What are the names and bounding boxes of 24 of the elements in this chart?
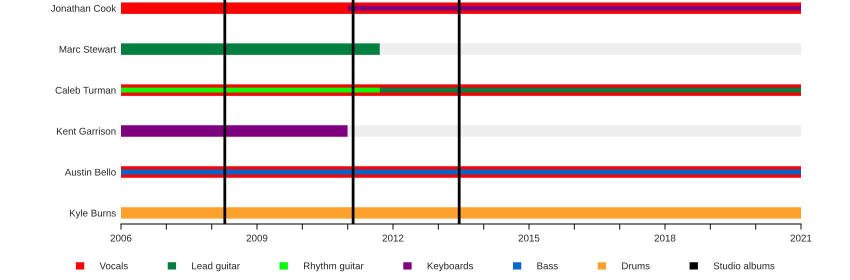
x-tick-label: 2018 xyxy=(654,234,676,242)
y-tick-label: Jonathan Cook xyxy=(50,4,116,12)
bar xyxy=(348,125,801,137)
bar xyxy=(121,170,801,174)
legend-label: Keyboards xyxy=(428,262,474,272)
y-tick-label: Kyle Burns xyxy=(70,209,116,218)
y-tick-label: Kent Garrison xyxy=(56,128,116,135)
legend-label: Drums xyxy=(622,262,650,270)
bar xyxy=(121,88,380,93)
y-tick-label: Caleb Turman xyxy=(56,86,116,94)
x-tick-label: 2012 xyxy=(382,234,404,242)
legend-label: Vocals xyxy=(100,262,128,270)
bar xyxy=(121,207,801,219)
x-tick-label: 2009 xyxy=(246,234,268,242)
bar xyxy=(380,43,801,55)
x-tick-label: 2021 xyxy=(790,234,812,242)
legend-label: Rhythm guitar xyxy=(304,262,364,272)
legend-label: Bass xyxy=(537,262,558,270)
x-tick-label: 2006 xyxy=(110,234,132,242)
y-tick-label: Marc Stewart xyxy=(60,46,116,53)
legend-label: Studio albums xyxy=(714,262,774,270)
legend-label: Lead guitar xyxy=(192,262,240,272)
y-tick-label: Austin Bello xyxy=(64,168,116,176)
x-tick-label: 2015 xyxy=(518,234,540,242)
